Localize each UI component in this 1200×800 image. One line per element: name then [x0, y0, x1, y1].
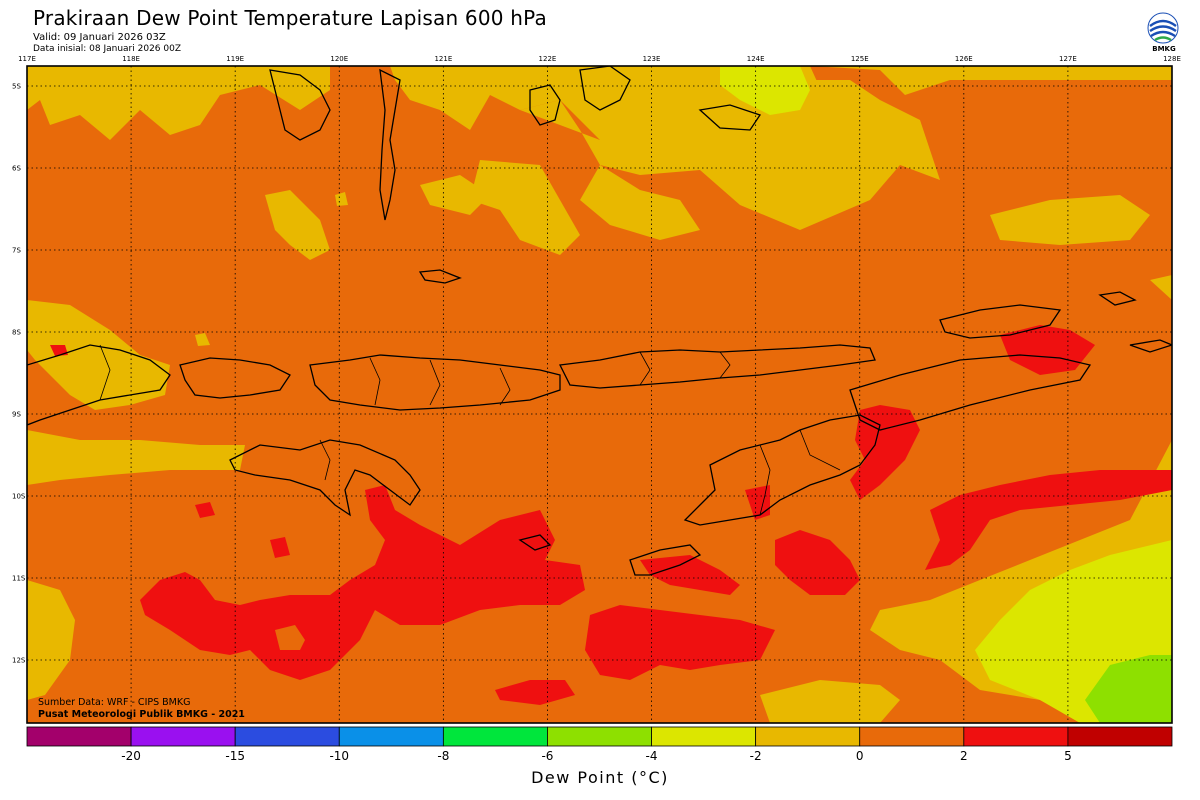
field-minus6-to-minus4 [1085, 655, 1172, 723]
coast-buton [529, 84, 561, 126]
coast-sulawesi-west [269, 69, 331, 141]
field-minus2-to-0-islands [195, 192, 1105, 346]
map-frame [26, 65, 1173, 724]
lon-tick-label: 125E [851, 55, 869, 63]
colorbar-title: Dew Point (°C) [531, 768, 669, 787]
bmkg-logo-icon [1147, 12, 1179, 44]
lon-tick-label: 117E [18, 55, 36, 63]
lon-tick-label: 127E [1059, 55, 1077, 63]
lon-tick-label: 119E [226, 55, 244, 63]
lat-tick-label: 7S [12, 247, 21, 255]
init-time: Data inisial: 08 Januari 2026 00Z [33, 44, 182, 54]
lat-tick-label: 10S [12, 493, 26, 501]
coast-lombok [27, 344, 171, 426]
admin-boundaries [99, 344, 841, 516]
field-holes [275, 625, 305, 650]
lon-tick-label: 124E [747, 55, 765, 63]
coast-island-b [1098, 291, 1137, 306]
coast-flores-west [309, 354, 561, 411]
coast-muna [579, 66, 631, 111]
coast-island-c [1129, 339, 1172, 353]
lon-tick-label: 122E [539, 55, 557, 63]
lat-tick-label: 6S [12, 165, 21, 173]
coast-wakatobi [698, 104, 762, 131]
lon-tick-labels: 117E 118E 119E 120E 121E 122E 123E 124E 125E 126E… [18, 55, 1181, 63]
coast-sawu [518, 534, 552, 551]
lat-tick-label: 11S [12, 575, 26, 583]
lon-tick-label: 123E [643, 55, 661, 63]
lat-tick-label: 5S [12, 83, 21, 91]
lon-tick-label: 118E [122, 55, 140, 63]
field-minus2-to-0 [27, 66, 1172, 723]
coast-rote [629, 544, 702, 576]
valid-time: Valid: 09 Januari 2026 03Z [33, 32, 166, 43]
coast-sumbawa [179, 357, 291, 399]
lon-tick-label: 128E [1163, 55, 1181, 63]
credits-org: Pusat Meteorologi Publik BMKG - 2021 [38, 709, 245, 720]
lon-tick-label: 121E [434, 55, 452, 63]
lon-tick-label: 126E [955, 55, 973, 63]
field-2-to-5 [50, 325, 1172, 705]
map-grid [27, 66, 1172, 723]
coast-sumba [229, 439, 421, 517]
logo-text: BMKG [1152, 45, 1176, 53]
lat-tick-labels: 5S 6S 7S 8S 9S 10S 11S 12S [12, 83, 26, 665]
credits: Sumber Data: WRF - CIPS BMKG Pusat Meteo… [38, 697, 245, 721]
lat-tick-label: 9S [12, 411, 21, 419]
credits-source: Sumber Data: WRF - CIPS BMKG [38, 697, 191, 708]
coast-islands-ne [939, 304, 1062, 339]
lat-tick-label: 8S [12, 329, 21, 337]
map-title: Prakiraan Dew Point Temperature Lapisan … [33, 6, 547, 30]
lon-tick-label: 120E [330, 55, 348, 63]
coast-wetar [849, 354, 1092, 431]
coast-island-a [418, 269, 462, 284]
lat-tick-label: 12S [12, 657, 26, 665]
coast-selayar [379, 68, 401, 221]
